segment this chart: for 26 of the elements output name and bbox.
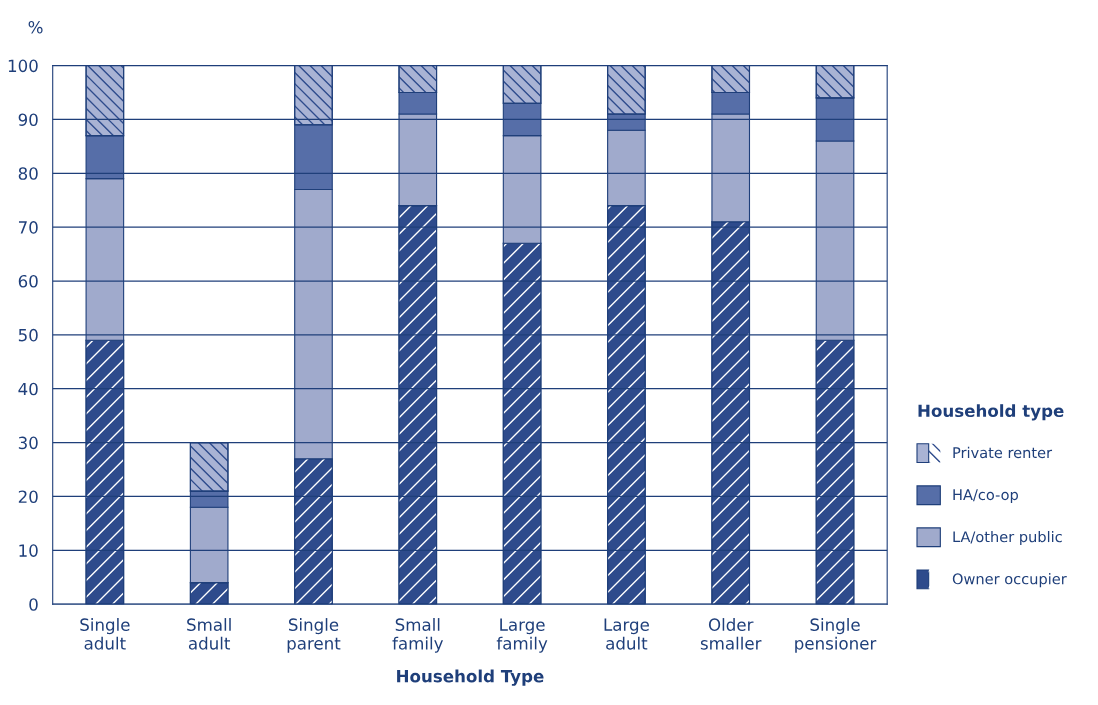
x-tick-label: Single adult	[80, 618, 130, 650]
legend-label: Owner occupier	[952, 573, 1067, 588]
x-tick-label: Single pensioner	[795, 618, 877, 653]
legend-label: HA/co-op	[953, 489, 1018, 504]
y-axis-title: %	[28, 20, 43, 34]
y-tick-label: 60	[18, 274, 38, 288]
legend-title: Household type	[918, 404, 1064, 421]
x-tick-label: Small adult	[187, 618, 231, 650]
x-tick-label: Single parent	[287, 618, 341, 653]
y-tick-label: 20	[18, 490, 38, 504]
y-tick-label: 10	[19, 544, 38, 557]
y-tick-label: 100	[8, 59, 38, 73]
x-tick-label: Large adult	[604, 618, 649, 650]
y-tick-label: 40	[18, 382, 38, 396]
legend-label: LA/other public	[953, 530, 1062, 546]
x-tick-label: Small family	[392, 618, 444, 653]
y-tick-label: 90	[18, 113, 38, 126]
legend-label: Private renter	[953, 446, 1053, 459]
x-tick-label: Large family	[496, 618, 548, 653]
y-tick-label: 50	[18, 328, 38, 342]
x-axis-title: Household Type	[397, 669, 544, 686]
y-tick-label: 30	[18, 436, 38, 450]
y-tick-label: 0	[29, 598, 38, 611]
x-tick-label: Older smaller	[700, 618, 762, 650]
y-tick-label: 80	[18, 167, 38, 180]
y-tick-label: 70	[18, 221, 38, 234]
